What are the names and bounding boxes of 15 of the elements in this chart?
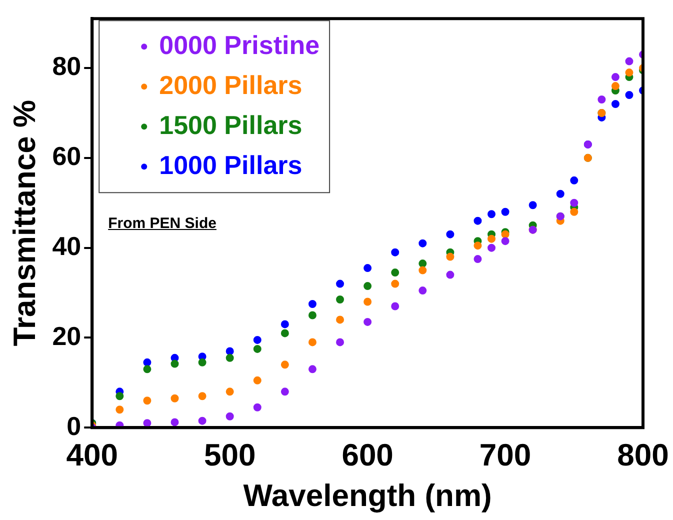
- y-tick-label: 40: [52, 230, 82, 261]
- x-tick-label: 800: [617, 438, 669, 473]
- y-tick-label: 60: [52, 141, 82, 172]
- legend-label: 1000 Pillars: [159, 150, 302, 180]
- x-tick-label: 500: [204, 438, 256, 473]
- x-tick-label: 700: [479, 438, 532, 473]
- legend-label: 2000 Pillars: [159, 70, 302, 100]
- legend-label: 1500 Pillars: [159, 110, 302, 140]
- x-tick-label: 600: [342, 438, 394, 473]
- annotation: From PEN Side: [108, 214, 216, 232]
- y-axis-title: Transmittance %: [7, 100, 42, 346]
- legend-label: 0000 Pristine: [159, 30, 320, 60]
- y-tick-label: 20: [52, 320, 82, 351]
- y-tick-label: 80: [52, 51, 82, 82]
- x-axis-title: Wavelength (nm): [243, 478, 492, 513]
